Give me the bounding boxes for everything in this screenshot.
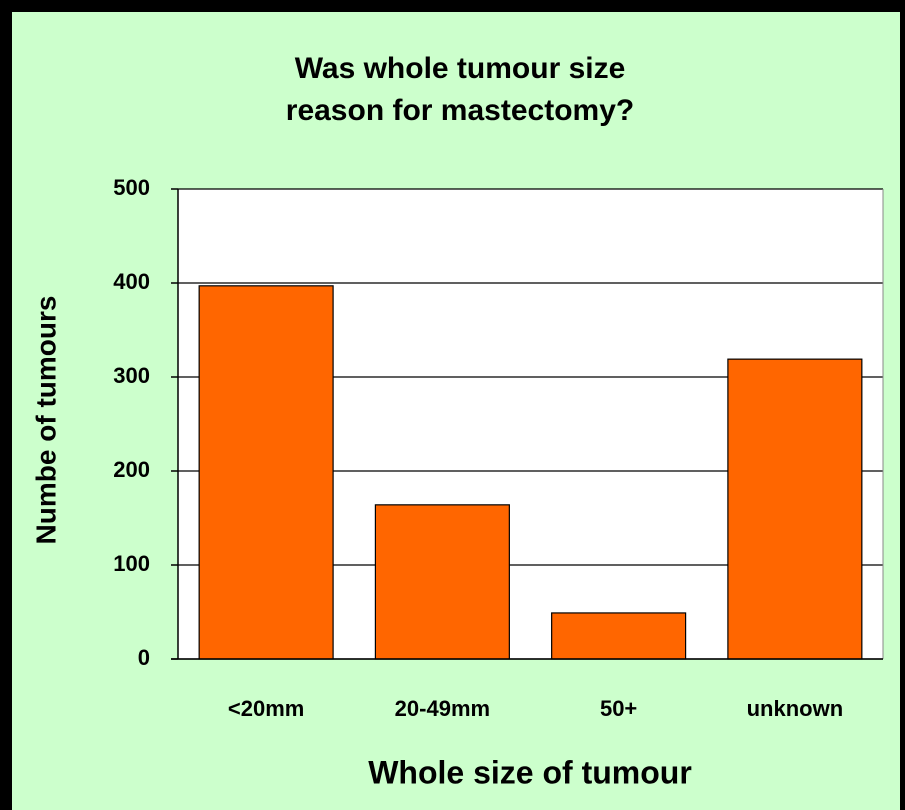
bar xyxy=(374,504,510,660)
chart-title: Was whole tumour size xyxy=(295,52,626,85)
x-tick-label: unknown xyxy=(747,696,844,721)
bar xyxy=(551,612,687,660)
x-tick-label: 50+ xyxy=(600,696,637,721)
bar xyxy=(198,285,334,660)
y-axis-label: Numbe of tumours xyxy=(30,296,61,545)
y-tick-label: 200 xyxy=(113,457,150,482)
y-tick-label: 100 xyxy=(113,551,150,576)
x-tick-label: 20-49mm xyxy=(395,696,490,721)
chart-title: reason for mastectomy? xyxy=(286,94,634,127)
y-tick-label: 400 xyxy=(113,269,150,294)
y-tick-label: 300 xyxy=(113,363,150,388)
bar xyxy=(727,358,863,660)
y-tick-label: 500 xyxy=(113,175,150,200)
x-axis-label: Whole size of tumour xyxy=(368,754,692,790)
y-tick-label: 0 xyxy=(138,645,150,670)
x-tick-label: <20mm xyxy=(228,696,304,721)
